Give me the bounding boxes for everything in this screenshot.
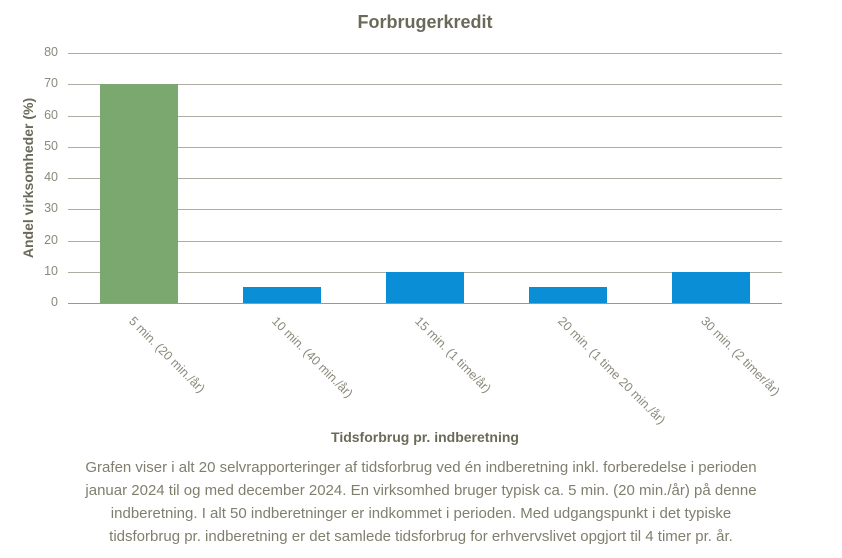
y-tick-label: 10: [44, 263, 58, 278]
x-axis-line: [68, 303, 782, 304]
y-tick-label: 50: [44, 138, 58, 153]
chart-title: Forbrugerkredit: [357, 12, 493, 32]
y-tick-label: 0: [51, 295, 58, 309]
x-tick-label: 15 min. (1 time/år): [412, 314, 494, 396]
y-tick-label: 20: [44, 232, 58, 247]
chart-caption: Grafen viser i alt 20 selvrapporteringer…: [20, 456, 822, 548]
y-tick-label: 30: [44, 201, 58, 216]
y-tick-label: 70: [44, 76, 58, 91]
caption-line: januar 2024 til og med december 2024. En…: [85, 482, 757, 499]
bar: [528, 287, 607, 303]
caption-line: Grafen viser i alt 20 selvrapporteringer…: [85, 459, 757, 476]
caption-line: tidsforbrug pr. indberetning er det saml…: [109, 528, 733, 545]
y-tick-label: 40: [44, 170, 58, 184]
bar: [386, 271, 464, 303]
x-tick-label: 5 min. (20 min./år): [126, 314, 209, 396]
gridline: [68, 84, 782, 86]
x-tick-label: 20 min. (1 time 20 min./år): [554, 314, 668, 428]
y-tick-label: 80: [44, 45, 58, 59]
gridline: [68, 146, 782, 148]
gridline: [68, 209, 782, 211]
bar: [243, 287, 322, 303]
y-tick-label: 60: [44, 107, 58, 122]
bar: [100, 84, 179, 303]
bar: [671, 271, 750, 303]
gridline: [68, 115, 782, 117]
caption-line: indberetning. I alt 50 indberetninger er…: [110, 505, 732, 522]
x-tick-label: 30 min. (2 timer/år): [697, 314, 783, 399]
gridline: [68, 53, 782, 54]
gridline: [68, 240, 782, 242]
x-axis-title: Tidsforbrug pr. indberetning: [331, 429, 519, 445]
x-tick-label: 10 min. (40 min./år): [269, 314, 356, 401]
gridline: [68, 178, 782, 179]
